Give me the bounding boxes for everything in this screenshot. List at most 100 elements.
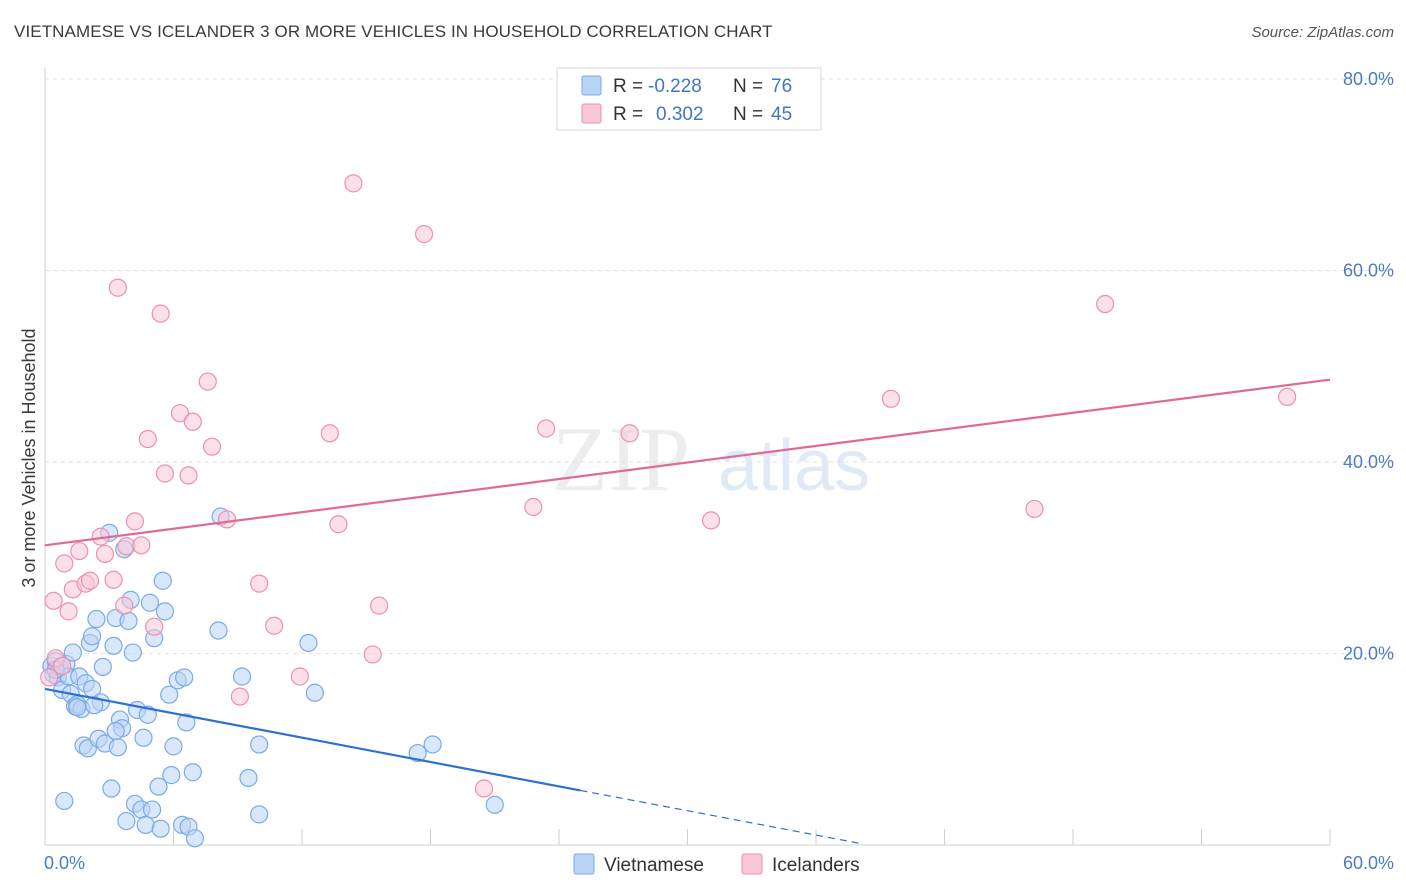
legend-r-value-vietnamese: -0.228 — [648, 76, 702, 97]
vietnamese-point — [55, 791, 74, 811]
icelanders-point — [80, 571, 100, 590]
vietnamese-point — [68, 698, 87, 717]
icelanders-point — [329, 515, 348, 534]
vietnamese-point — [102, 779, 121, 798]
bottom-legend-swatch-vietnamese — [573, 853, 595, 875]
vietnamese-point — [87, 609, 106, 629]
vietnamese-point — [155, 602, 175, 621]
icelanders-point — [701, 511, 721, 530]
legend-swatch-icelanders — [581, 103, 602, 124]
axes — [44, 68, 1331, 846]
vietnamese-point — [423, 735, 442, 754]
vietnamese-point — [138, 705, 157, 724]
correlation-legend: R = -0.228 N = 76 R = 0.302 N = 45 — [556, 67, 822, 131]
icelanders-point — [138, 429, 157, 449]
icelanders-point — [1025, 499, 1044, 519]
vietnamese-point — [232, 667, 252, 686]
icelanders-point — [155, 464, 175, 483]
legend-r-label-vietnamese: R = — [613, 76, 643, 97]
vietnamese-point — [183, 763, 202, 782]
vietnamese-point — [185, 829, 205, 848]
icelanders-point — [537, 419, 556, 438]
icelanders-point — [363, 645, 382, 664]
chart-title: VIETNAMESE VS ICELANDER 3 OR MORE VEHICL… — [14, 22, 773, 41]
vietnamese-point — [408, 743, 427, 763]
x-tick-max: 60.0% — [1343, 853, 1394, 873]
icelanders-point — [40, 668, 59, 687]
vietnamese-point — [250, 735, 269, 754]
icelanders-point — [179, 466, 198, 485]
y-tick-60: 60.0% — [1343, 261, 1394, 281]
icelanders-point — [55, 554, 74, 573]
vietnamese-trend-line — [44, 687, 581, 792]
vietnamese-point — [153, 571, 172, 590]
icelanders-point — [250, 574, 269, 593]
vietnamese-point — [134, 728, 153, 747]
icelanders-point — [290, 667, 309, 686]
vietnamese-point — [63, 643, 82, 662]
icelanders-point — [217, 510, 237, 529]
vietnamese-point — [123, 643, 142, 662]
vietnamese-point — [151, 819, 170, 838]
icelanders-point — [414, 225, 434, 244]
watermark-zip: ZIP — [552, 408, 690, 510]
vietnamese-point — [119, 611, 138, 631]
trend-lines — [44, 378, 1331, 844]
vietnamese-point — [250, 805, 269, 824]
legend-r-label-icelanders: R = — [613, 104, 643, 125]
icelanders-point — [151, 304, 170, 323]
bottom-legend-icelanders: Icelanders — [772, 855, 860, 876]
vietnamese-trend-extension — [580, 789, 859, 844]
vietnamese-point — [93, 657, 112, 677]
icelanders-point — [230, 687, 249, 706]
icelanders-point — [108, 278, 127, 297]
vietnamese-points — [42, 507, 504, 848]
bottom-legend-vietnamese: Vietnamese — [604, 855, 704, 876]
icelanders-point — [474, 779, 494, 798]
x-tick-min: 0.0% — [44, 853, 85, 873]
icelanders-points — [40, 174, 1297, 798]
vietnamese-point — [106, 721, 125, 741]
icelanders-point — [70, 541, 89, 561]
icelanders-point — [125, 512, 145, 531]
vietnamese-point — [164, 737, 183, 756]
icelanders-trend-line — [44, 378, 1331, 547]
vietnamese-point — [104, 636, 123, 655]
vietnamese-point — [209, 621, 228, 640]
vietnamese-point — [299, 633, 318, 653]
icelanders-point — [265, 616, 284, 635]
icelanders-point — [620, 424, 639, 443]
icelanders-point — [198, 372, 217, 391]
vietnamese-point — [136, 815, 155, 834]
icelanders-point — [1278, 387, 1297, 406]
icelanders-point — [115, 596, 134, 615]
vietnamese-point — [162, 766, 181, 785]
legend-swatch-vietnamese — [581, 75, 602, 96]
icelanders-point — [132, 536, 151, 555]
icelanders-point — [44, 591, 63, 610]
vietnamese-point — [142, 800, 162, 819]
watermark-atlas: atlas — [718, 426, 870, 506]
icelanders-point — [202, 437, 222, 456]
legend-r-value-icelanders: 0.302 — [656, 104, 704, 125]
icelanders-point — [95, 544, 115, 564]
y-tick-40: 40.0% — [1343, 452, 1394, 472]
vietnamese-point — [140, 593, 160, 612]
y-tick-80: 80.0% — [1343, 69, 1394, 89]
vietnamese-point — [177, 713, 196, 732]
vietnamese-point — [305, 683, 324, 702]
icelanders-point — [53, 656, 72, 676]
gridlines — [45, 78, 1394, 654]
vietnamese-point — [117, 811, 136, 831]
y-tick-labels: 20.0% 40.0% 60.0% 80.0% — [1343, 69, 1394, 664]
y-axis-label: 3 or more Vehicles in Household — [19, 328, 39, 587]
vietnamese-point — [108, 738, 127, 757]
icelanders-point — [183, 412, 202, 431]
icelanders-point — [370, 596, 389, 615]
vietnamese-point — [239, 768, 258, 788]
icelanders-point — [170, 404, 190, 423]
icelanders-point — [104, 570, 123, 589]
vietnamese-point — [85, 696, 104, 715]
icelanders-point — [59, 602, 78, 621]
